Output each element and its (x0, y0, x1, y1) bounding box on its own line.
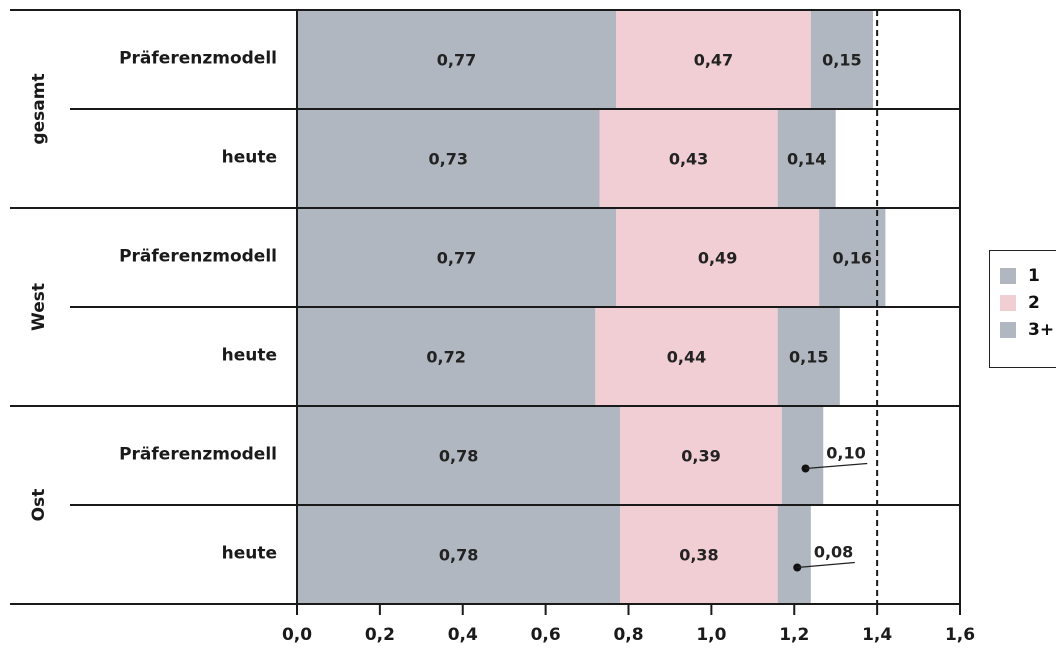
legend-swatch-1 (1000, 268, 1016, 284)
x-tick-label: 1,4 (862, 625, 892, 645)
bar-segment-ost-präferenzmodell-3+ (781, 407, 824, 505)
bar-segment-gesamt-heute-1 (297, 110, 600, 208)
group-label: Ost (29, 489, 49, 522)
x-tick-label: 0,8 (613, 625, 643, 645)
row-label: heute (222, 346, 277, 366)
legend-swatch-2 (1000, 295, 1016, 311)
bar-value-label: 0,77 (437, 51, 476, 70)
bar-segment-ost-präferenzmodell-1 (297, 407, 621, 505)
bar-value-label: 0,77 (437, 249, 476, 268)
bar-value-label: 0,39 (681, 447, 720, 466)
x-tick-label: 0,0 (282, 625, 312, 645)
bar-segment-west-präferenzmodell-2 (616, 209, 820, 307)
bar-segment-ost-heute-1 (297, 506, 621, 604)
bar-value-label: 0,78 (439, 447, 478, 466)
bar-segment-ost-heute-3+ (777, 506, 811, 604)
bar-value-label: 0,73 (429, 150, 468, 169)
row-label: heute (222, 544, 277, 564)
legend-item-3plus: 3+ (1000, 319, 1054, 341)
bar-value-label: 0,14 (787, 150, 826, 169)
bar-segment-ost-präferenzmodell-2 (620, 407, 782, 505)
bar-value-label-callout: 0,08 (814, 543, 853, 562)
bar-value-label: 0,43 (669, 150, 708, 169)
callout-leader-line (797, 561, 855, 569)
bar-segment-west-heute-3+ (777, 308, 840, 406)
row-label: Präferenzmodell (119, 445, 277, 465)
row-label: Präferenzmodell (119, 49, 277, 69)
x-tick-label: 0,6 (531, 625, 561, 645)
legend-label-1: 1 (1028, 266, 1040, 286)
legend-label-3plus: 3+ (1028, 320, 1055, 340)
bar-segment-west-heute-2 (595, 308, 778, 406)
group-label: West (29, 283, 49, 331)
bar-segment-west-präferenzmodell-1 (297, 209, 617, 307)
x-tick-label: 1,0 (696, 625, 726, 645)
legend: 1 2 3+ (989, 250, 1056, 368)
bar-value-label: 0,15 (789, 348, 828, 367)
legend-item-2: 2 (1000, 292, 1040, 314)
row-label: heute (222, 148, 277, 168)
bar-segment-gesamt-präferenzmodell-1 (297, 11, 617, 109)
bar-segment-gesamt-präferenzmodell-2 (616, 11, 811, 109)
x-tick-label: 0,2 (365, 625, 395, 645)
x-tick-label: 0,4 (448, 625, 478, 645)
bar-segment-west-präferenzmodell-3+ (819, 209, 886, 307)
group-label: gesamt (29, 73, 49, 144)
legend-item-1: 1 (1000, 265, 1040, 287)
bar-segment-gesamt-heute-3+ (777, 110, 836, 208)
bar-segment-ost-heute-2 (620, 506, 778, 604)
x-tick-label: 1,2 (779, 625, 809, 645)
bar-value-label: 0,78 (439, 546, 478, 565)
legend-swatch-3plus (1000, 322, 1016, 338)
legend-label-2: 2 (1028, 293, 1040, 313)
bar-value-label: 0,47 (694, 51, 733, 70)
bar-value-label: 0,72 (426, 348, 465, 367)
bar-value-label-callout: 0,10 (826, 444, 865, 463)
row-label: Präferenzmodell (119, 247, 277, 267)
bar-value-label: 0,44 (667, 348, 706, 367)
bar-value-label: 0,15 (822, 51, 861, 70)
bar-segment-gesamt-heute-2 (599, 110, 778, 208)
bar-segment-gesamt-präferenzmodell-3+ (810, 11, 873, 109)
bar-value-label: 0,16 (833, 249, 872, 268)
bar-value-label: 0,49 (698, 249, 737, 268)
callout-leader-line (805, 462, 868, 470)
x-tick-label: 1,6 (945, 625, 975, 645)
bar-value-label: 0,38 (679, 546, 718, 565)
bar-segment-west-heute-1 (297, 308, 596, 406)
